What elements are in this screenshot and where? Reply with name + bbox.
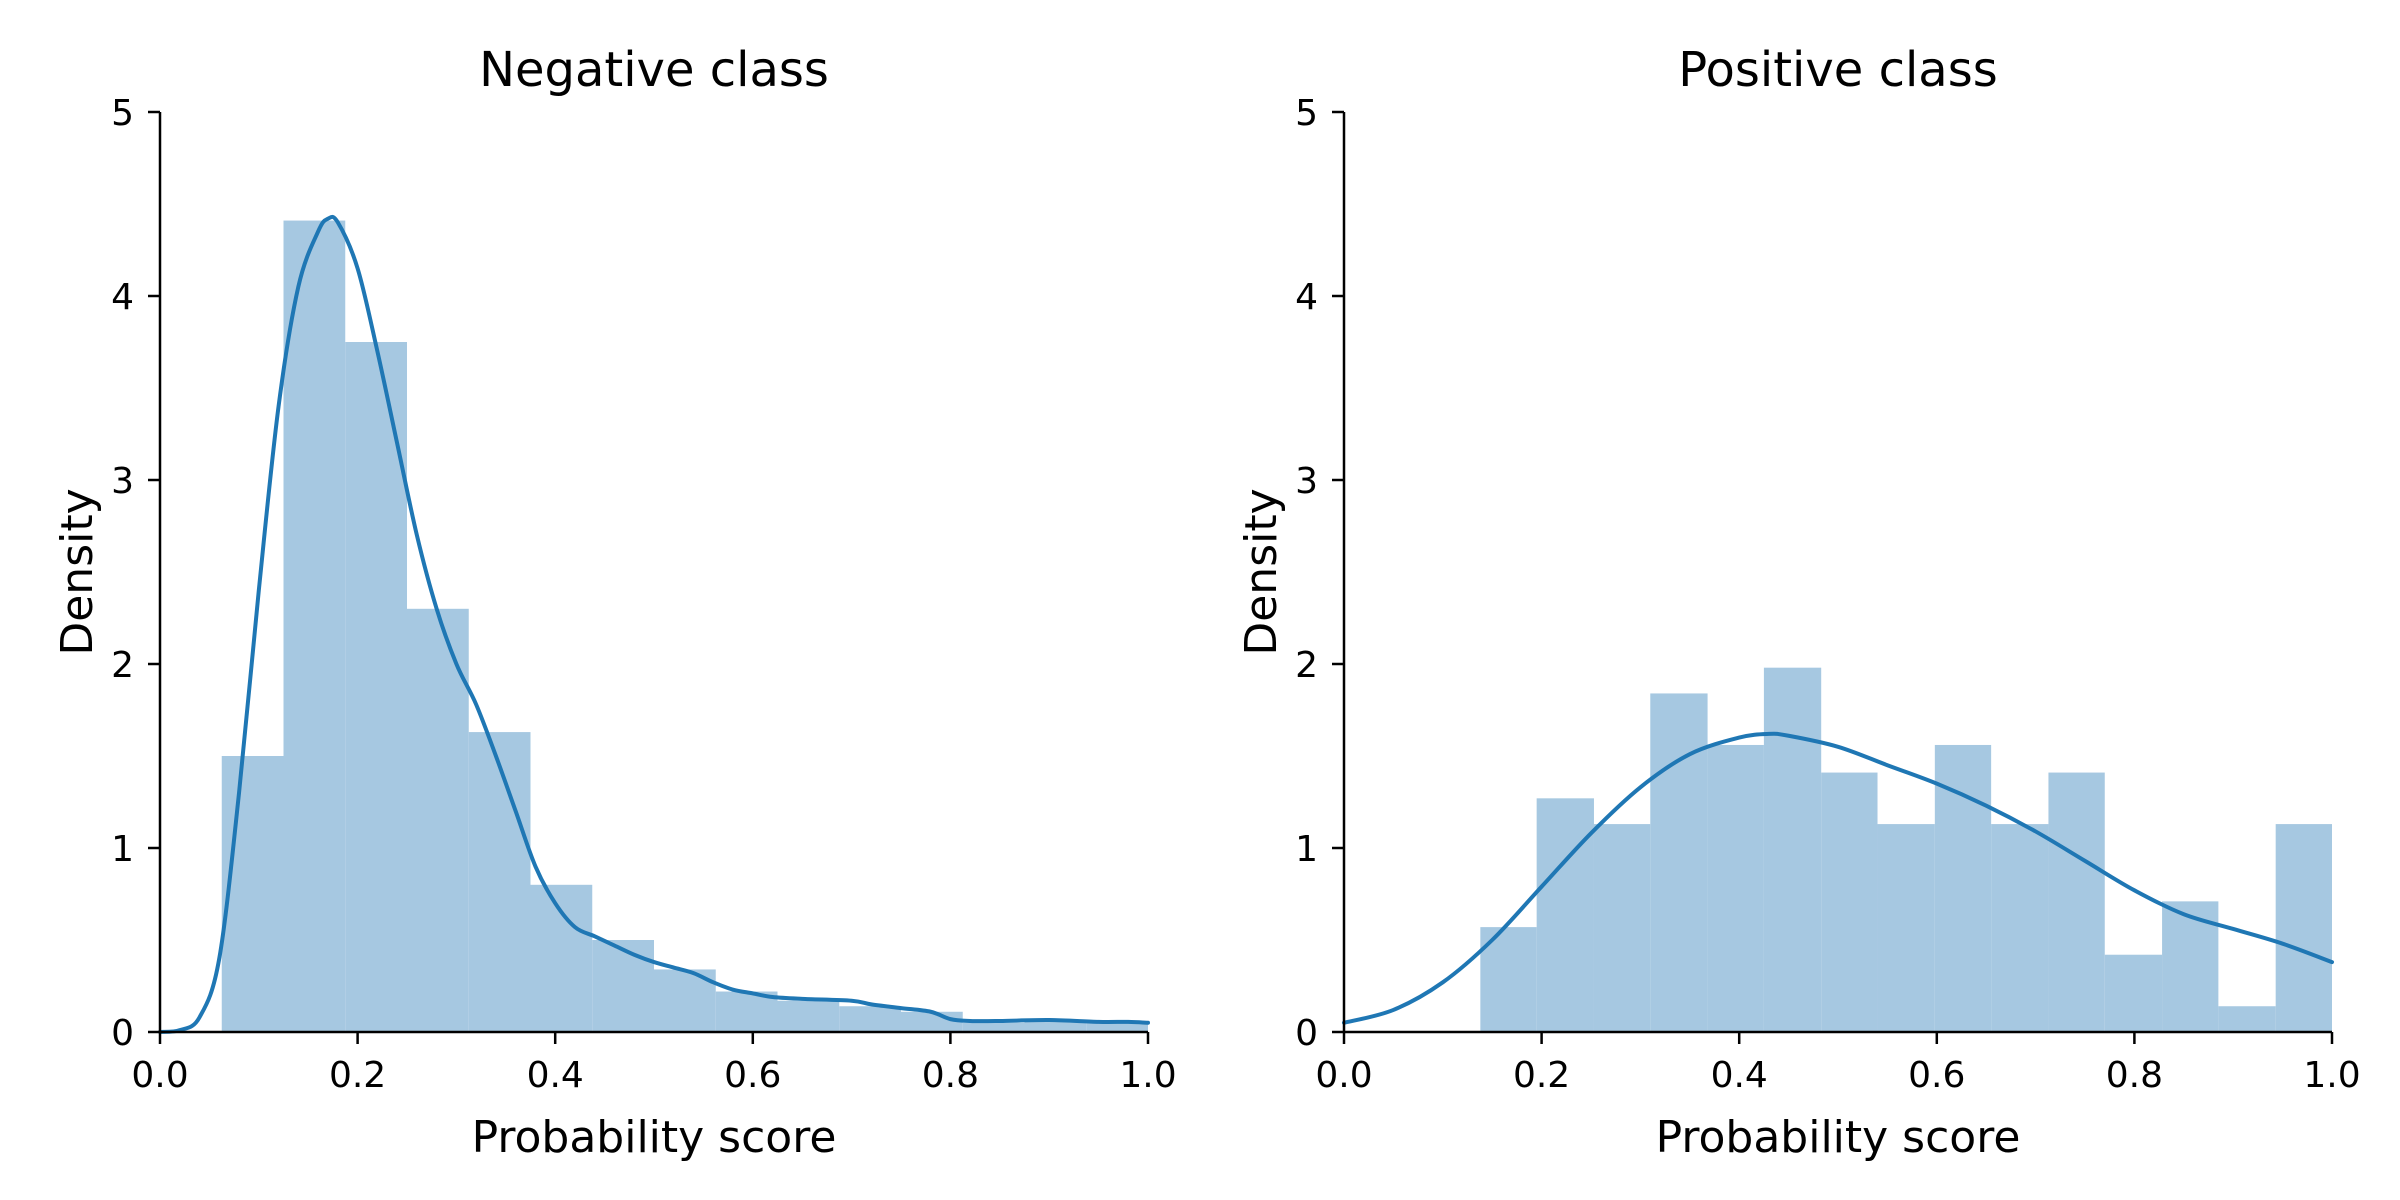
histogram-bar-1 [283, 220, 346, 1032]
x-tick-label: 0.0 [1315, 1055, 1372, 1096]
y-tick-label: 4 [1295, 277, 1318, 318]
histogram-bar-12 [962, 1022, 1025, 1032]
x-tick-label: 0.6 [724, 1055, 781, 1096]
histogram-bar-14 [1086, 1022, 1148, 1032]
histogram-bar-3 [407, 608, 469, 1032]
histogram-bar-13 [1024, 1020, 1087, 1032]
y-axis-label: Density [1236, 488, 1287, 655]
histogram-bar-14 [2275, 824, 2332, 1032]
kde-curve [158, 214, 1150, 1034]
y-axis-label: Density [52, 488, 103, 655]
positive-class-panel: Positive class Probability score Density… [1236, 42, 2361, 1163]
y-tick-label: 3 [1295, 461, 1318, 502]
histogram-bars [221, 220, 1148, 1032]
histogram-bar-6 [592, 940, 654, 1032]
histogram-bar-6 [1821, 772, 1878, 1032]
x-tick-label: 0.8 [922, 1055, 979, 1096]
x-axis-label: Probability score [1656, 1112, 2021, 1163]
histogram-bar-10 [2048, 772, 2105, 1032]
x-tick-label: 0.0 [131, 1055, 188, 1096]
histogram-bar-11 [2104, 954, 2163, 1032]
histogram-bar-11 [901, 1011, 963, 1032]
x-tick-label: 1.0 [1119, 1055, 1176, 1096]
histogram-bar-5 [1763, 667, 1822, 1032]
histogram-bar-4 [1707, 744, 1764, 1032]
y-tick-label: 5 [111, 93, 134, 134]
y-tick-label: 0 [111, 1013, 134, 1054]
x-tick-label: 0.4 [527, 1055, 584, 1096]
histogram-bar-2 [345, 342, 407, 1032]
x-tick-label: 0.2 [1513, 1055, 1570, 1096]
x-tick-label: 1.0 [2303, 1055, 2360, 1096]
y-tick-label: 0 [1295, 1013, 1318, 1054]
y-tick-label: 3 [111, 461, 134, 502]
histogram-bar-4 [468, 732, 531, 1032]
kde-curve [1342, 731, 2334, 1025]
x-tick-label: 0.2 [329, 1055, 386, 1096]
x-tick-label: 0.6 [1908, 1055, 1965, 1096]
x-tick-label: 0.4 [1711, 1055, 1768, 1096]
histogram-bar-5 [530, 884, 593, 1032]
y-tick-label: 1 [111, 829, 134, 870]
y-tick-label: 2 [1295, 645, 1318, 686]
histogram-bar-3 [1650, 693, 1708, 1032]
y-tick-label: 2 [111, 645, 134, 686]
histogram-bar-0 [221, 756, 284, 1032]
y-tick-label: 1 [1295, 829, 1318, 870]
histogram-bar-9 [1991, 824, 2049, 1032]
histogram-bar-9 [777, 1000, 840, 1032]
histogram-bar-1 [1536, 798, 1594, 1032]
y-tick-label: 4 [111, 277, 134, 318]
chart-title: Negative class [479, 42, 829, 98]
negative-class-panel: Negative class Probability score Density… [52, 42, 1177, 1163]
x-axis-label: Probability score [472, 1112, 837, 1163]
y-tick-label: 5 [1295, 93, 1318, 134]
histogram-bar-10 [839, 1006, 901, 1032]
histogram-bar-7 [1877, 824, 1935, 1032]
axes: 0.0 0.2 0.4 0.6 0.8 1.0 0 1 2 3 4 5 [1295, 93, 2361, 1096]
histogram-bars [1480, 667, 2332, 1032]
histogram-bar-13 [2218, 1006, 2276, 1032]
axes: 0.0 0.2 0.4 0.6 0.8 1.0 0 1 2 3 4 5 [111, 93, 1177, 1096]
chart-title: Positive class [1678, 42, 1997, 98]
histogram-bar-2 [1593, 824, 1651, 1032]
x-tick-label: 0.8 [2106, 1055, 2163, 1096]
